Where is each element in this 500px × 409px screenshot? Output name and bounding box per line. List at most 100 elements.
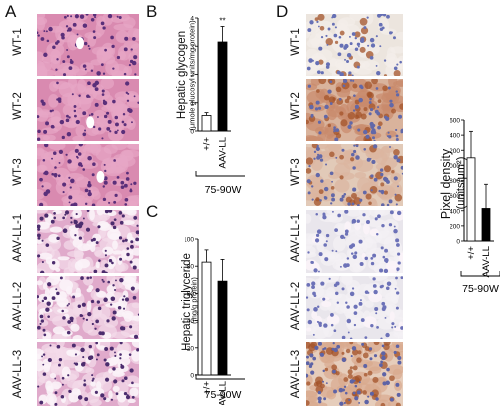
nucleus (352, 79, 355, 82)
nucleus (381, 26, 385, 30)
glycogen-plot: 0 1 2 3 4 +/+ AAV-LL ** 75-90W (190, 16, 245, 195)
nucleus (41, 355, 44, 358)
nucleus (361, 318, 364, 321)
stain-granule (306, 119, 309, 125)
nucleus (374, 307, 379, 312)
y-tick-label: 0 (190, 373, 194, 380)
nucleus (134, 73, 137, 76)
nucleus (37, 31, 39, 35)
nucleus (37, 233, 41, 238)
nucleus (74, 148, 79, 153)
nucleus (47, 315, 50, 318)
nucleus (47, 282, 52, 287)
nucleus (340, 234, 345, 240)
nucleus (42, 372, 47, 376)
nucleus (41, 299, 45, 303)
nucleus (346, 318, 352, 324)
stain-granule (308, 343, 317, 352)
nucleus (307, 191, 311, 195)
nucleus (396, 158, 401, 163)
vacuole (124, 283, 137, 291)
nucleus (370, 43, 376, 48)
nucleus (370, 256, 374, 260)
vacuole (70, 323, 80, 332)
vacuole (77, 258, 90, 269)
nucleus (354, 47, 359, 51)
stain-granule (377, 99, 382, 104)
nucleus (341, 287, 345, 291)
nucleus (88, 344, 92, 349)
nucleus (365, 134, 370, 139)
nucleus (333, 130, 336, 133)
nucleus (53, 216, 57, 220)
category-label: AAV-LL (481, 246, 492, 278)
group-label: 75-90W (462, 283, 499, 295)
nucleus (113, 200, 117, 204)
y-tick-label: 20 (187, 345, 195, 352)
nucleus (68, 389, 72, 393)
nucleus (43, 333, 47, 337)
nucleus (369, 37, 375, 43)
nucleus (380, 337, 383, 339)
nucleus (86, 276, 90, 280)
nucleus (349, 35, 351, 38)
vacuole (362, 222, 370, 235)
y-tick-label: 1000 (450, 163, 460, 170)
nucleus (120, 364, 125, 369)
bar-wildtype (466, 157, 476, 242)
nucleus (381, 284, 384, 288)
cell-body (37, 17, 46, 31)
vacuole (128, 249, 134, 255)
nucleus (393, 155, 398, 160)
vacuole (70, 292, 82, 298)
nucleus (123, 391, 128, 396)
nucleus (307, 84, 312, 88)
category-label: +/+ (202, 381, 213, 395)
nucleus (371, 128, 376, 133)
nucleus (87, 183, 92, 188)
nucleus (307, 28, 312, 33)
group-bracket (195, 374, 245, 380)
nucleus (37, 295, 40, 299)
nucleus (311, 285, 315, 290)
group-bracket (195, 171, 245, 177)
stain-granule (368, 201, 372, 206)
stain-granule (369, 185, 378, 194)
vacuole (112, 250, 123, 255)
nucleus (108, 201, 111, 204)
cell-body (385, 316, 403, 325)
nucleus (100, 393, 105, 398)
nucleus (84, 68, 87, 71)
nucleus (68, 302, 70, 305)
cell-body (47, 116, 64, 127)
nucleus (342, 79, 348, 84)
nucleus (380, 360, 384, 364)
nucleus (393, 225, 396, 228)
stain-granule (316, 380, 323, 387)
vacuole (386, 261, 400, 270)
nucleus (329, 171, 334, 176)
vacuole (321, 300, 332, 308)
y-tick-label: 40 (187, 318, 195, 325)
vacuole (311, 310, 318, 320)
nucleus (396, 63, 399, 66)
cell-body (37, 147, 45, 156)
nucleus (65, 153, 68, 156)
stain-granule (362, 390, 367, 395)
stain-granule (339, 175, 344, 180)
nucleus (62, 191, 65, 194)
cell-body (71, 97, 82, 110)
nucleus (92, 30, 96, 33)
row-label-a-2: WT-3 (12, 158, 24, 186)
nucleus (85, 227, 91, 232)
nucleus (380, 246, 384, 250)
nucleus (366, 157, 371, 162)
nucleus (318, 46, 323, 51)
nucleus (126, 99, 130, 102)
nucleus (125, 81, 130, 86)
nucleus (332, 369, 336, 374)
nucleus (383, 176, 388, 182)
nucleus (85, 14, 89, 16)
stain-granule (308, 115, 316, 122)
cell-body (82, 147, 101, 154)
